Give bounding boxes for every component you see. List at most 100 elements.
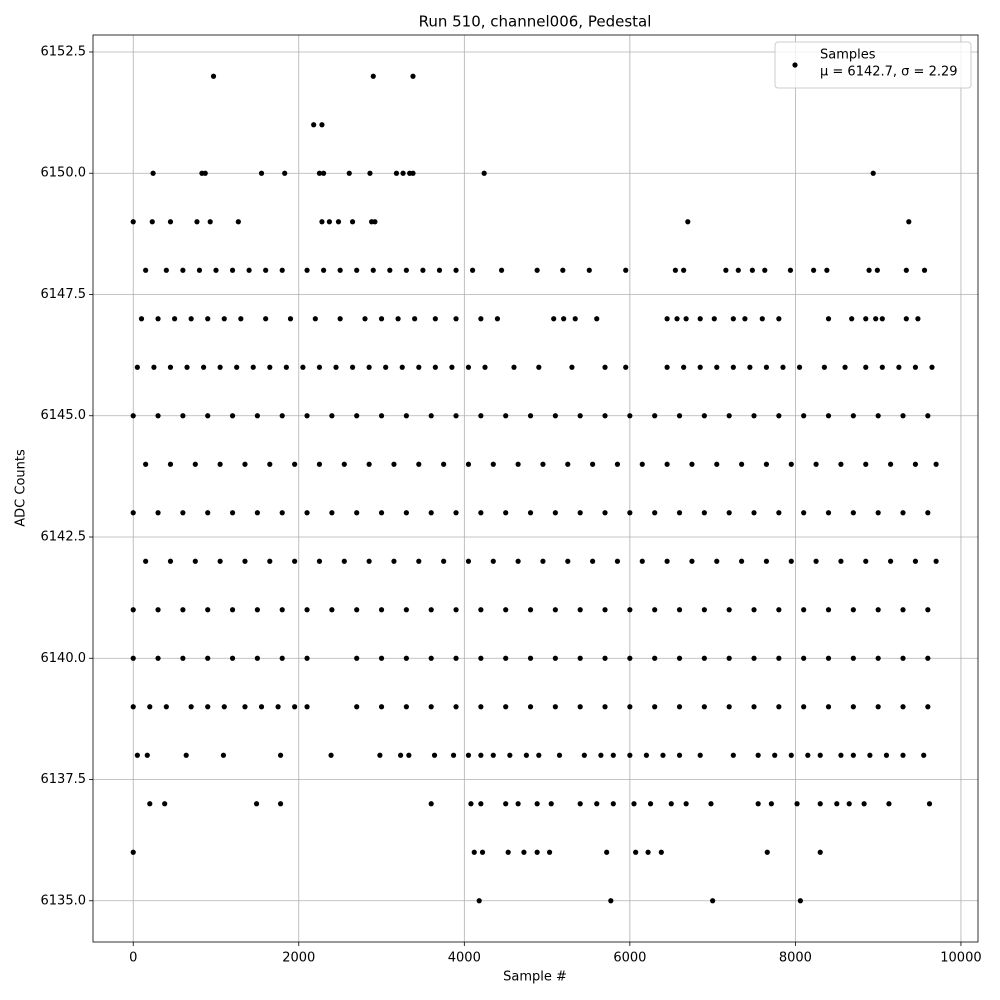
point (681, 364, 687, 370)
point (478, 607, 484, 613)
point (316, 170, 323, 176)
point (229, 655, 236, 661)
point (708, 801, 714, 807)
point (652, 510, 658, 516)
point (903, 267, 909, 273)
point (155, 316, 161, 322)
point (883, 752, 890, 758)
point (776, 316, 782, 322)
point (180, 413, 186, 419)
point (403, 413, 409, 419)
point (326, 219, 332, 225)
point (586, 267, 592, 273)
point (279, 510, 285, 516)
point (399, 364, 405, 370)
point (341, 558, 347, 564)
point (527, 413, 534, 419)
point (436, 267, 443, 273)
point (825, 413, 832, 419)
point (870, 170, 876, 176)
point (188, 316, 194, 322)
point (925, 655, 931, 661)
point (478, 316, 484, 322)
point (714, 364, 720, 370)
point (254, 510, 260, 516)
point (188, 704, 194, 710)
point (194, 219, 200, 225)
y-axis-label: ADC Counts (14, 449, 29, 527)
point (263, 316, 269, 322)
y-tick-label: 6135.0 (41, 893, 87, 908)
point (200, 364, 207, 370)
point (366, 461, 372, 467)
point (220, 752, 227, 758)
point (552, 413, 558, 419)
point (279, 655, 285, 661)
point (449, 364, 455, 370)
x-tick-label: 2000 (282, 951, 315, 966)
point (130, 413, 136, 419)
point (552, 704, 558, 710)
point (515, 558, 521, 564)
point (714, 558, 720, 564)
point (850, 510, 856, 516)
point (416, 364, 422, 370)
point (263, 267, 269, 273)
point (503, 655, 509, 661)
point (572, 316, 578, 322)
point (896, 364, 902, 370)
point (134, 364, 140, 370)
point (503, 704, 509, 710)
point (825, 607, 832, 613)
point (205, 704, 211, 710)
point (697, 752, 703, 758)
point (130, 219, 136, 225)
point (660, 752, 666, 758)
point (652, 607, 658, 613)
point (639, 461, 645, 467)
point (546, 849, 553, 855)
point (428, 801, 434, 807)
point (207, 219, 213, 225)
point (763, 558, 770, 564)
point (701, 655, 707, 661)
point (329, 607, 335, 613)
point (763, 461, 770, 467)
point (450, 752, 457, 758)
legend-label: Samples (820, 48, 876, 63)
point (749, 267, 755, 273)
point (250, 364, 256, 370)
point (469, 267, 476, 273)
point (652, 704, 658, 710)
point (768, 801, 775, 807)
point (428, 510, 434, 516)
point (138, 316, 145, 322)
point (643, 752, 650, 758)
point (287, 316, 294, 322)
point (875, 704, 881, 710)
point (366, 558, 372, 564)
point (590, 558, 596, 564)
point (441, 461, 447, 467)
y-tick-label: 6142.5 (41, 530, 87, 545)
point (253, 801, 260, 807)
point (863, 558, 869, 564)
point (780, 364, 786, 370)
point (569, 364, 575, 370)
point (536, 364, 542, 370)
point (354, 510, 360, 516)
point (689, 558, 695, 564)
point (391, 461, 397, 467)
point (751, 704, 757, 710)
point (534, 801, 540, 807)
point (507, 752, 513, 758)
point (726, 704, 732, 710)
point (505, 849, 511, 855)
point (846, 801, 852, 807)
point (511, 364, 517, 370)
point (755, 752, 761, 758)
point (730, 316, 736, 322)
point (627, 704, 633, 710)
point (412, 316, 418, 322)
